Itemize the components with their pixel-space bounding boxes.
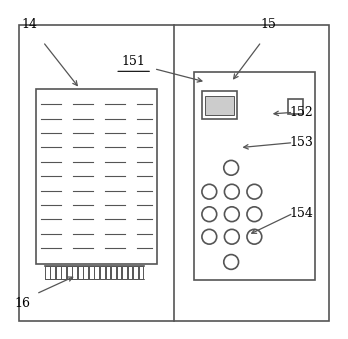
Bar <box>288 99 303 114</box>
Bar <box>61 266 66 279</box>
Text: 14: 14 <box>22 18 38 32</box>
Bar <box>89 266 94 279</box>
Bar <box>205 96 234 115</box>
Circle shape <box>224 255 239 270</box>
Bar <box>133 266 138 279</box>
Bar <box>78 266 83 279</box>
Circle shape <box>224 160 239 175</box>
Circle shape <box>224 207 239 222</box>
Bar <box>67 266 72 279</box>
Bar <box>95 266 99 279</box>
Circle shape <box>202 184 217 199</box>
Circle shape <box>202 230 217 244</box>
Bar <box>19 25 329 321</box>
Bar <box>194 72 315 280</box>
Bar <box>36 89 157 264</box>
Bar <box>117 266 121 279</box>
Text: 154: 154 <box>290 207 314 220</box>
Circle shape <box>247 230 262 244</box>
Circle shape <box>247 184 262 199</box>
Bar <box>139 266 143 279</box>
Text: 16: 16 <box>15 298 31 311</box>
Bar <box>45 266 50 279</box>
Bar <box>128 266 132 279</box>
Text: 151: 151 <box>122 55 145 68</box>
Circle shape <box>247 207 262 222</box>
Bar <box>122 266 127 279</box>
Bar <box>105 266 110 279</box>
Text: 15: 15 <box>260 18 276 32</box>
Text: 153: 153 <box>290 136 314 149</box>
Circle shape <box>224 230 239 244</box>
Circle shape <box>202 207 217 222</box>
Bar <box>100 266 105 279</box>
Bar <box>50 266 55 279</box>
Bar <box>201 92 237 119</box>
Circle shape <box>224 184 239 199</box>
Bar <box>111 266 116 279</box>
Bar <box>72 266 77 279</box>
Bar <box>56 266 61 279</box>
Text: 152: 152 <box>290 106 314 119</box>
Bar <box>84 266 88 279</box>
